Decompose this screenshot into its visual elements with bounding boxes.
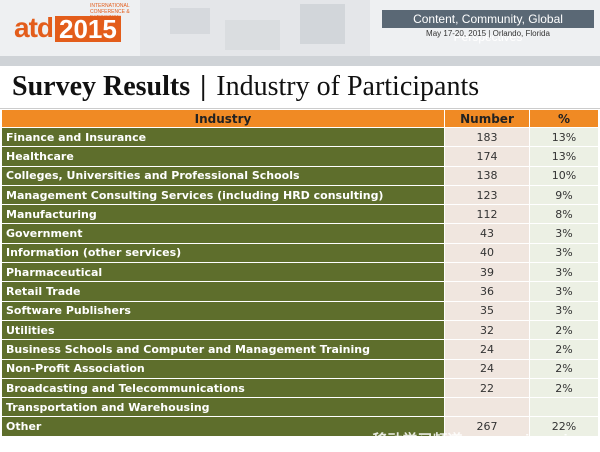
logo-atd-text: atd xyxy=(14,12,54,43)
cell-number: 123 xyxy=(444,184,530,206)
cell-industry: Transportation and Warehousing xyxy=(1,397,445,418)
cell-number: 174 xyxy=(444,146,530,167)
header-percent: % xyxy=(529,109,599,128)
table-row: Finance and Insurance 183 13% xyxy=(1,126,599,148)
conference-banner: atd 2015 INTERNATIONAL CONFERENCE & EXPO… xyxy=(0,0,600,66)
header-industry: Industry xyxy=(1,109,445,128)
table-row: Retail Trade 36 3% xyxy=(1,281,599,302)
cell-industry: Management Consulting Services (includin… xyxy=(1,184,445,206)
watermark: 移动学习频道 www.weixuexi.org xyxy=(372,432,596,449)
cell-percent: 3% xyxy=(529,223,599,244)
table-row: Government 43 3% xyxy=(1,223,599,244)
table-row: Management Consulting Services (includin… xyxy=(1,184,599,206)
cell-number: 39 xyxy=(444,262,530,283)
cell-industry: Manufacturing xyxy=(1,204,445,225)
cell-percent: 13% xyxy=(529,146,599,167)
table-row: Transportation and Warehousing xyxy=(1,397,599,418)
table-row: Pharmaceutical 39 3% xyxy=(1,262,599,283)
cell-percent: 2% xyxy=(529,339,599,360)
cell-percent: 8% xyxy=(529,204,599,225)
title-sub: Industry of Participants xyxy=(216,71,480,102)
industry-table: Industry Number % Finance and Insurance 1… xyxy=(1,109,599,437)
cell-number: 24 xyxy=(444,339,530,360)
cell-percent: 3% xyxy=(529,300,599,321)
cell-percent: 3% xyxy=(529,281,599,302)
cell-number: 24 xyxy=(444,358,530,379)
cell-number: 183 xyxy=(444,126,530,148)
cell-industry: Non-Profit Association xyxy=(1,358,445,379)
cell-industry: Utilities xyxy=(1,319,445,341)
table-row: Software Publishers 35 3% xyxy=(1,300,599,321)
cell-percent: 9% xyxy=(529,184,599,206)
cell-industry: Colleges, Universities and Professional … xyxy=(1,165,445,186)
cell-industry: Other xyxy=(1,416,445,437)
table-header-row: Industry Number % xyxy=(1,109,599,128)
cell-industry: Information (other services) xyxy=(1,242,445,264)
title-main: Survey Results xyxy=(12,71,191,102)
cell-industry: Government xyxy=(1,223,445,244)
banner-dates: May 17-20, 2015 | Orlando, Florida xyxy=(426,29,550,38)
cell-percent: 3% xyxy=(529,262,599,283)
cell-industry: Pharmaceutical xyxy=(1,262,445,283)
cell-percent: 13% xyxy=(529,126,599,148)
cell-percent xyxy=(529,397,599,418)
cell-industry: Retail Trade xyxy=(1,281,445,302)
cell-industry: Finance and Insurance xyxy=(1,126,445,148)
table-row: Business Schools and Computer and Manage… xyxy=(1,339,599,360)
table-row: Other 267 22% xyxy=(1,416,599,437)
cell-industry: Healthcare xyxy=(1,146,445,167)
cell-percent: 22% xyxy=(529,416,599,437)
slide-title: Survey Results | Industry of Participant… xyxy=(0,66,600,109)
atd-logo: atd 2015 xyxy=(14,14,121,42)
table-row: Colleges, Universities and Professional … xyxy=(1,165,599,186)
table-row: Healthcare 174 13% xyxy=(1,146,599,167)
table-body: Finance and Insurance 183 13% Healthcare 174… xyxy=(1,126,599,437)
cell-industry: Software Publishers xyxy=(1,300,445,321)
header-number: Number xyxy=(444,109,530,128)
cell-percent: 2% xyxy=(529,358,599,379)
cell-number: 32 xyxy=(444,319,530,341)
cell-percent: 10% xyxy=(529,165,599,186)
banner-tagline: Content, Community, Global Perspectives xyxy=(382,10,594,44)
table-row: Manufacturing 112 8% xyxy=(1,204,599,225)
table-row: Non-Profit Association 24 2% xyxy=(1,358,599,379)
table-row: Utilities 32 2% xyxy=(1,319,599,341)
cell-number: 43 xyxy=(444,223,530,244)
logo-year: 2015 xyxy=(55,16,121,42)
cell-number: 267 xyxy=(444,416,530,437)
logo-subtitle: INTERNATIONAL CONFERENCE & EXPOSITION xyxy=(90,3,130,21)
cell-number: 36 xyxy=(444,281,530,302)
banner-background-graphic xyxy=(0,0,600,66)
cell-industry: Broadcasting and Telecommunications xyxy=(1,377,445,399)
table-row: Broadcasting and Telecommunications 22 2% xyxy=(1,377,599,399)
table-row: Information (other services) 40 3% xyxy=(1,242,599,264)
cell-number: 35 xyxy=(444,300,530,321)
title-separator: | xyxy=(200,71,207,102)
cell-percent: 2% xyxy=(529,319,599,341)
cell-number: 112 xyxy=(444,204,530,225)
cell-number: 22 xyxy=(444,377,530,399)
cell-industry: Business Schools and Computer and Manage… xyxy=(1,339,445,360)
cell-number xyxy=(444,397,530,418)
cell-number: 138 xyxy=(444,165,530,186)
cell-number: 40 xyxy=(444,242,530,264)
cell-percent: 3% xyxy=(529,242,599,264)
cell-percent: 2% xyxy=(529,377,599,399)
